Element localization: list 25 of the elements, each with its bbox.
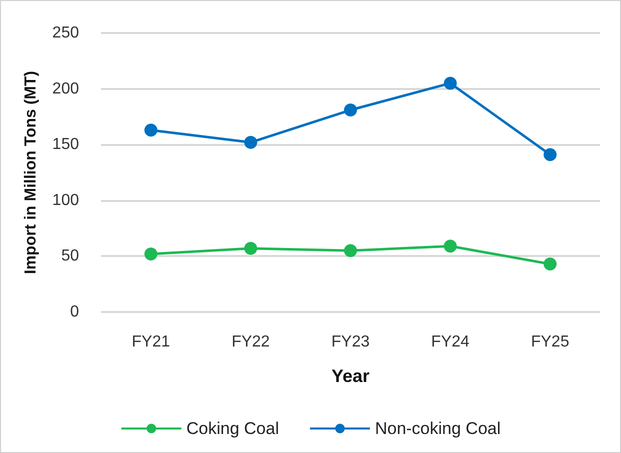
- point: [244, 136, 258, 149]
- point: [244, 242, 258, 255]
- point: [544, 258, 557, 271]
- y-tick-label: 50: [61, 248, 80, 265]
- point: [444, 240, 457, 253]
- x-tick-label: FY24: [431, 334, 470, 350]
- y-tick-label: 250: [52, 24, 80, 42]
- y-tick-label: 0: [70, 304, 80, 320]
- x-axis-title: Year: [331, 366, 370, 386]
- point: [144, 247, 158, 260]
- x-tick-label: FY23: [331, 334, 370, 350]
- point: [544, 148, 557, 162]
- x-tick-label: FY21: [132, 334, 170, 350]
- x-tick-label: FY22: [232, 334, 270, 350]
- y-tick-label: 200: [52, 80, 80, 98]
- point: [444, 76, 457, 90]
- point: [344, 104, 357, 116]
- point: [144, 124, 158, 137]
- y-axis-title: Import in Million Tons (MT): [22, 70, 40, 274]
- y-tick-label: 100: [52, 192, 80, 209]
- x-tick-label: FY25: [530, 334, 570, 350]
- point: [344, 244, 357, 258]
- y-tick-label: 150: [52, 136, 80, 154]
- legend-label: Coking Coal: [186, 419, 279, 438]
- legend-label: Non-coking Coal: [374, 419, 501, 438]
